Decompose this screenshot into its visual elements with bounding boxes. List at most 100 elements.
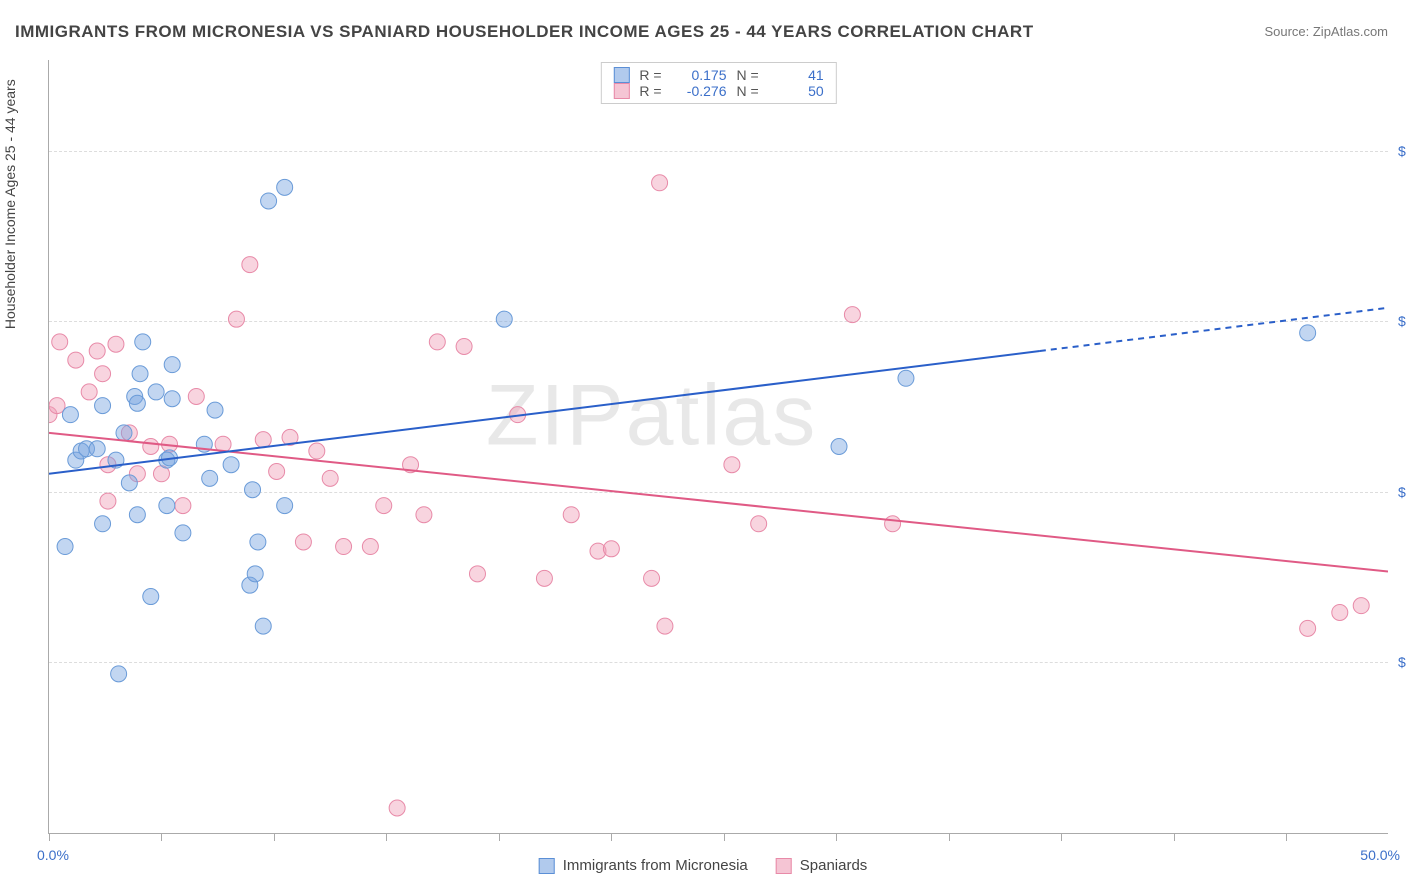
data-point: [159, 498, 175, 514]
xtick: [499, 833, 500, 841]
x-axis-end-label: 50.0%: [1360, 847, 1400, 863]
trend-line: [49, 433, 1388, 572]
stats-row-blue: R = 0.175 N = 41: [613, 67, 823, 83]
data-point: [1300, 620, 1316, 636]
data-point: [261, 193, 277, 209]
data-point: [1353, 598, 1369, 614]
data-point: [255, 618, 271, 634]
data-point: [188, 388, 204, 404]
data-point: [62, 407, 78, 423]
data-point: [164, 391, 180, 407]
data-point: [885, 516, 901, 532]
data-point: [563, 507, 579, 523]
data-point: [724, 457, 740, 473]
xtick: [1286, 833, 1287, 841]
data-point: [175, 498, 191, 514]
data-point: [223, 457, 239, 473]
legend-item-blue: Immigrants from Micronesia: [539, 857, 748, 874]
plot-svg: [49, 60, 1388, 833]
data-point: [456, 338, 472, 354]
data-point: [207, 402, 223, 418]
r-label: R =: [639, 67, 661, 83]
data-point: [469, 566, 485, 582]
trend-line-extrapolated: [1040, 308, 1388, 351]
data-point: [100, 493, 116, 509]
legend-label-blue: Immigrants from Micronesia: [563, 857, 748, 874]
data-point: [336, 539, 352, 555]
data-point: [250, 534, 266, 550]
xtick: [1061, 833, 1062, 841]
data-point: [295, 534, 311, 550]
data-point: [89, 343, 105, 359]
xtick: [1174, 833, 1175, 841]
data-point: [277, 179, 293, 195]
ytick-label: $37,500: [1390, 654, 1406, 670]
data-point: [322, 470, 338, 486]
data-point: [1332, 604, 1348, 620]
data-point: [129, 507, 145, 523]
ytick-label: $75,000: [1390, 484, 1406, 500]
chart-title: IMMIGRANTS FROM MICRONESIA VS SPANIARD H…: [15, 22, 1034, 42]
data-point: [309, 443, 325, 459]
r-value-blue: 0.175: [672, 67, 727, 83]
data-point: [57, 539, 73, 555]
data-point: [269, 464, 285, 480]
data-point: [255, 432, 271, 448]
data-point: [652, 175, 668, 191]
n-value-blue: 41: [769, 67, 824, 83]
data-point: [898, 370, 914, 386]
data-point: [228, 311, 244, 327]
swatch-pink-icon: [776, 858, 792, 874]
xtick: [949, 833, 950, 841]
chart-plot-area: ZIPatlas R = 0.175 N = 41 R = -0.276 N =…: [48, 60, 1388, 834]
data-point: [751, 516, 767, 532]
data-point: [376, 498, 392, 514]
data-point: [121, 475, 137, 491]
data-point: [143, 439, 159, 455]
data-point: [175, 525, 191, 541]
data-point: [116, 425, 132, 441]
data-point: [143, 589, 159, 605]
data-point: [132, 366, 148, 382]
data-point: [95, 516, 111, 532]
data-point: [429, 334, 445, 350]
data-point: [603, 541, 619, 557]
swatch-blue-icon: [613, 67, 629, 83]
trend-line: [49, 351, 1040, 474]
data-point: [389, 800, 405, 816]
data-point: [108, 336, 124, 352]
data-point: [844, 307, 860, 323]
data-point: [135, 334, 151, 350]
xtick: [724, 833, 725, 841]
data-point: [277, 498, 293, 514]
data-point: [164, 357, 180, 373]
data-point: [89, 441, 105, 457]
data-point: [49, 398, 65, 414]
data-point: [644, 570, 660, 586]
n-label: N =: [737, 83, 759, 99]
legend-item-pink: Spaniards: [776, 857, 868, 874]
n-label: N =: [737, 67, 759, 83]
data-point: [831, 439, 847, 455]
data-point: [68, 352, 84, 368]
ytick-label: $150,000: [1390, 143, 1406, 159]
y-axis-label: Householder Income Ages 25 - 44 years: [2, 79, 18, 329]
data-point: [245, 482, 261, 498]
xtick: [161, 833, 162, 841]
bottom-legend: Immigrants from Micronesia Spaniards: [539, 857, 868, 874]
data-point: [52, 334, 68, 350]
data-point: [362, 539, 378, 555]
correlation-stats-box: R = 0.175 N = 41 R = -0.276 N = 50: [600, 62, 836, 104]
xtick: [49, 833, 50, 841]
ytick-label: $112,500: [1390, 313, 1406, 329]
x-axis-start-label: 0.0%: [37, 847, 69, 863]
legend-label-pink: Spaniards: [800, 857, 868, 874]
data-point: [95, 398, 111, 414]
xtick: [611, 833, 612, 841]
n-value-pink: 50: [769, 83, 824, 99]
data-point: [496, 311, 512, 327]
data-point: [536, 570, 552, 586]
swatch-pink-icon: [613, 83, 629, 99]
r-label: R =: [639, 83, 661, 99]
r-value-pink: -0.276: [672, 83, 727, 99]
